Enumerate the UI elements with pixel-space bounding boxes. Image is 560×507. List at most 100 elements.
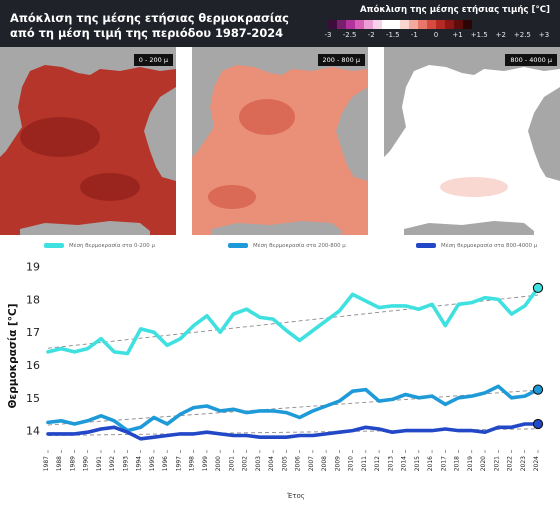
page-title: Απόκλιση της μέσης ετήσιας θερμοκρασίας … <box>10 11 310 41</box>
y-tick-label: 17 <box>26 326 40 339</box>
anomaly-hotspot <box>239 99 295 135</box>
colorbar-tick: +1 <box>452 31 463 39</box>
x-tick-label: 2002 <box>242 456 249 471</box>
x-tick-label: 1988 <box>56 456 63 471</box>
land-turkey <box>144 87 176 181</box>
legend-entry-0-200: Μέση θερμοκρασία στα 0-200 μ <box>44 241 155 250</box>
x-tick-label: 2012 <box>374 456 381 471</box>
x-tick-label: 2020 <box>480 456 487 471</box>
x-tick-label: 1995 <box>149 456 156 471</box>
x-tick-label: 1989 <box>69 456 76 471</box>
x-tick-label: 2005 <box>281 456 288 471</box>
legend-label: Μέση θερμοκρασία στα 200-800 μ <box>253 242 346 249</box>
x-ticks: 1987 1988 1989 1990 1991 1992 1993 1994 1995 1996… <box>43 450 540 471</box>
map-panel-0-200: 0 - 200 μ <box>0 47 176 235</box>
x-tick-label: 2022 <box>507 456 514 471</box>
end-markers <box>532 282 544 430</box>
colorbar-ticks: -3 -2.5 -2 -1.5 -1 0 +1 +1.5 +2 +2.5 +3 <box>325 31 550 41</box>
colorbar-segment <box>418 20 427 29</box>
depth-label: 800 - 4000 μ <box>505 54 557 66</box>
colorbar <box>328 20 472 29</box>
anomaly-hotspot <box>208 185 256 209</box>
colorbar-segment <box>445 20 454 29</box>
y-tick-label: 16 <box>26 359 40 372</box>
legend-label: Μέση θερμοκρασία στα 0-200 μ <box>69 242 155 249</box>
x-tick-label: 1997 <box>175 456 182 471</box>
x-tick-label: 2004 <box>268 456 275 471</box>
land-crete <box>212 221 342 235</box>
x-tick-label: 2006 <box>295 456 302 471</box>
colorbar-segment <box>391 20 400 29</box>
y-ticks: 14 15 16 17 18 19 <box>26 261 40 438</box>
series-line <box>46 384 540 433</box>
colorbar-title: Απόκλιση της μέσης ετήσιας τιμής [°C] <box>360 5 550 15</box>
colorbar-segment <box>337 20 346 29</box>
header-banner: Απόκλιση της μέσης ετήσιας θερμοκρασίας … <box>0 0 560 47</box>
x-tick-label: 1990 <box>83 456 90 471</box>
x-tick-label: 2017 <box>440 456 447 471</box>
y-tick-label: 19 <box>26 261 40 274</box>
data-series <box>46 286 540 441</box>
anomaly-patch <box>440 177 508 197</box>
x-tick-label: 2021 <box>493 456 500 471</box>
sea-area <box>384 47 560 235</box>
x-tick-label: 2016 <box>427 456 434 471</box>
y-axis-label: Θερμοκρασία [°C] <box>7 303 19 408</box>
colorbar-segment <box>436 20 445 29</box>
x-tick-label: 2001 <box>228 456 235 471</box>
colorbar-segment <box>463 20 472 29</box>
map-panel-800-4000: 800 - 4000 μ <box>384 47 560 235</box>
colorbar-segment <box>328 20 337 29</box>
land-turkey <box>336 87 368 181</box>
x-tick-label: 2014 <box>401 456 408 471</box>
colorbar-tick: -2 <box>367 31 375 39</box>
x-tick-label: 1998 <box>189 456 196 471</box>
x-tick-label: 2003 <box>255 456 262 471</box>
land-turkey <box>528 87 560 181</box>
title-line-1: Απόκλιση της μέσης ετήσιας θερμοκρασίας <box>10 11 289 25</box>
x-tick-label: 1987 <box>43 456 50 471</box>
x-tick-label: 2019 <box>467 456 474 471</box>
colorbar-segment <box>364 20 373 29</box>
x-tick-label: 2000 <box>215 456 222 471</box>
x-tick-label: 2009 <box>334 456 341 471</box>
colorbar-segment <box>382 20 391 29</box>
x-tick-label: 2023 <box>520 456 527 471</box>
colorbar-tick: +3 <box>538 31 550 39</box>
colorbar-tick: -1 <box>410 31 418 39</box>
colorbar-segment <box>454 20 463 29</box>
y-tick-label: 15 <box>26 392 40 405</box>
colorbar-segment <box>409 20 418 29</box>
colorbar-segment <box>400 20 409 29</box>
colorbar-tick: -2.5 <box>342 31 357 39</box>
depth-label: 0 - 200 μ <box>133 54 173 66</box>
land-crete <box>404 221 534 235</box>
x-axis-label: Έτος <box>286 492 305 500</box>
trend-line <box>47 294 539 349</box>
series-end-marker <box>532 282 544 294</box>
colorbar-tick: 0 <box>433 31 439 39</box>
anomaly-hotspot <box>20 117 100 157</box>
series-end-marker <box>532 418 544 430</box>
x-tick-label: 1993 <box>122 456 129 471</box>
x-tick-label: 2015 <box>414 456 421 471</box>
x-tick-label: 1992 <box>109 456 116 471</box>
colorbar-tick: +2.5 <box>513 31 531 39</box>
title-line-2: από τη μέση τιμή της περιόδου 1987-2024 <box>10 26 284 40</box>
map-panel-200-800: 200 - 800 μ <box>192 47 368 235</box>
legend-swatch <box>228 243 248 248</box>
land-crete <box>20 221 150 235</box>
y-tick-label: 14 <box>26 425 40 438</box>
x-tick-label: 1991 <box>96 456 103 471</box>
colorbar-segment <box>373 20 382 29</box>
legend-entry-800-4000: Μέση θερμοκρασία στα 800-4000 μ <box>416 241 537 250</box>
x-tick-label: 2024 <box>533 456 540 471</box>
trend-line <box>47 389 539 426</box>
legend-entry-200-800: Μέση θερμοκρασία στα 200-800 μ <box>228 241 346 250</box>
temperature-line-chart: Θερμοκρασία [°C] Έτος 14 15 16 17 18 19 1987 1… <box>7 261 544 500</box>
y-tick-label: 18 <box>26 293 40 306</box>
colorbar-segment <box>427 20 436 29</box>
legend-swatch <box>44 243 64 248</box>
colorbar-tick: +1.5 <box>470 31 488 39</box>
colorbar-segment <box>355 20 364 29</box>
